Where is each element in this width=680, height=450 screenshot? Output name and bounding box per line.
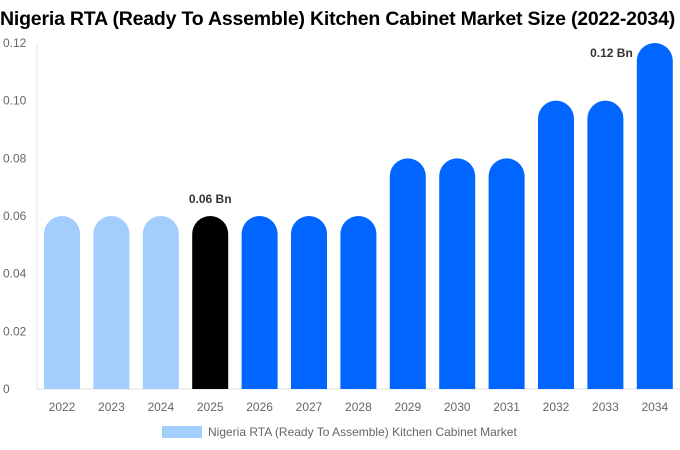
y-tick-label: 0.08	[3, 151, 27, 165]
bar-2029	[389, 158, 426, 389]
x-tick-label: 2024	[147, 400, 174, 414]
data-label-2034: 0.12 Bn	[590, 46, 633, 60]
x-tick-label: 2026	[246, 400, 273, 414]
bar-2028	[340, 216, 377, 389]
x-tick-label: 2023	[98, 400, 125, 414]
y-tick-label: 0.12	[3, 36, 27, 50]
y-tick-label: 0	[3, 382, 10, 396]
x-tick-label: 2030	[444, 400, 471, 414]
y-tick-label: 0.10	[3, 94, 27, 108]
bar-2027	[291, 216, 327, 389]
legend-label: Nigeria RTA (Ready To Assemble) Kitchen …	[208, 425, 517, 439]
bar-2024	[142, 216, 179, 389]
y-tick-label: 0.02	[3, 324, 27, 338]
bar-2022	[44, 216, 80, 389]
x-tick-label: 2028	[345, 400, 372, 414]
x-tick-label: 2027	[296, 400, 323, 414]
bar-2023	[93, 216, 130, 389]
bar-2026	[241, 216, 278, 389]
bar-2033	[587, 100, 624, 389]
legend-swatch	[162, 426, 202, 438]
x-tick-label: 2025	[197, 400, 224, 414]
bar-2030	[439, 158, 476, 389]
bar-2032	[538, 100, 574, 389]
x-tick-label: 2032	[543, 400, 570, 414]
x-tick-label: 2029	[394, 400, 421, 414]
x-tick-label: 2034	[641, 400, 668, 414]
bar-2025	[192, 216, 229, 389]
x-tick-label: 2033	[592, 400, 619, 414]
data-label-2025: 0.06 Bn	[189, 192, 232, 206]
y-tick-label: 0.04	[3, 267, 27, 281]
legend: Nigeria RTA (Ready To Assemble) Kitchen …	[162, 425, 517, 439]
x-tick-label: 2022	[49, 400, 76, 414]
y-tick-label: 0.06	[3, 209, 27, 223]
bar-2031	[488, 158, 525, 389]
x-tick-label: 2031	[493, 400, 520, 414]
bar-2034	[636, 43, 673, 389]
chart-title: Nigeria RTA (Ready To Assemble) Kitchen …	[0, 8, 676, 30]
